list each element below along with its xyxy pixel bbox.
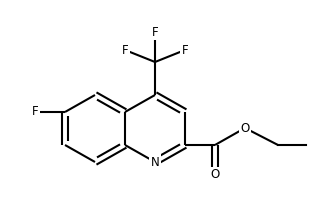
Text: N: N — [151, 155, 159, 169]
Text: O: O — [210, 169, 220, 182]
Text: O: O — [241, 121, 250, 135]
Text: F: F — [152, 26, 158, 39]
Text: F: F — [32, 106, 38, 119]
Text: F: F — [122, 44, 128, 56]
Text: F: F — [182, 44, 188, 56]
